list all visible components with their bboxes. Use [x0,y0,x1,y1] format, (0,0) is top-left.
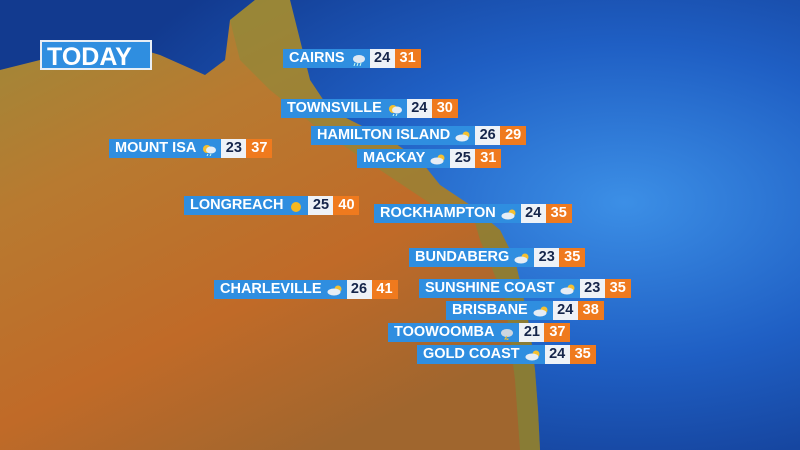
city-label: MACKAY [357,149,451,168]
city-name: SUNSHINE COAST [425,280,555,296]
partly-cloudy-icon [560,283,576,295]
max-temp: 37 [544,323,571,342]
partly-cloudy-icon [327,284,343,296]
city-name: LONGREACH [190,197,284,213]
today-title: TODAY [40,40,152,71]
min-temp: 26 [475,126,501,145]
city-forecast-brisbane: BRISBANE 24 38 [446,301,604,320]
max-temp: 35 [559,248,586,267]
city-name: MOUNT ISA [115,140,197,156]
city-name: CAIRNS [289,50,345,66]
city-name: MACKAY [363,150,426,166]
city-label: CHARLEVILLE [214,280,347,299]
min-temp: 21 [519,323,545,342]
city-forecast-longreach: LONGREACH 25 40 [184,196,360,215]
max-temp: 35 [604,279,631,298]
partly-cloudy-icon [455,130,471,142]
city-forecast-gold-coast: GOLD COAST 24 35 [417,345,596,364]
min-temp: 23 [579,279,605,298]
min-temp: 24 [406,99,432,118]
max-temp: 31 [394,49,421,68]
sun-showers-icon [201,143,217,156]
min-temp: 24 [369,49,395,68]
partly-cloudy-icon [430,153,446,165]
max-temp: 37 [246,139,273,158]
city-name: TOOWOOMBA [394,324,495,340]
max-temp: 41 [371,280,398,299]
min-temp: 26 [346,280,372,299]
min-temp: 23 [534,248,560,267]
city-name: GOLD COAST [423,346,520,362]
city-label: TOWNSVILLE [281,99,407,118]
max-temp: 35 [569,345,596,364]
city-name: ROCKHAMPTON [380,205,496,221]
max-temp: 29 [500,126,527,145]
city-forecast-cairns: CAIRNS 24 31 [283,49,421,68]
city-label: TOOWOOMBA [388,323,520,342]
city-forecast-toowoomba: TOOWOOMBA 21 37 [388,323,571,342]
city-name: BUNDABERG [415,249,510,265]
max-temp: 31 [475,149,502,168]
partly-cloudy-icon [533,305,549,317]
storm-icon [499,327,515,341]
city-label: HAMILTON ISLAND [311,126,476,145]
city-forecast-mackay: MACKAY 25 31 [357,149,502,168]
city-forecast-bundaberg: BUNDABERG 23 35 [409,248,586,267]
min-temp: 25 [308,196,334,215]
city-forecast-hamilton-island: HAMILTON ISLAND 26 29 [311,126,527,145]
city-label: SUNSHINE COAST [419,279,580,298]
city-label: BUNDABERG [409,248,535,267]
min-temp: 23 [221,139,247,158]
city-forecast-mount-isa: MOUNT ISA 23 37 [109,139,273,158]
city-label: LONGREACH [184,196,309,215]
city-label: MOUNT ISA [109,139,222,158]
city-name: TOWNSVILLE [287,100,382,116]
showers-icon [350,53,366,66]
max-temp: 30 [431,99,458,118]
sunny-icon [288,200,304,212]
city-label: GOLD COAST [417,345,545,364]
city-name: CHARLEVILLE [220,281,322,297]
city-label: BRISBANE [446,301,553,320]
max-temp: 40 [333,196,360,215]
city-forecast-rockhampton: ROCKHAMPTON 24 35 [374,204,572,223]
city-forecast-charleville: CHARLEVILLE 26 41 [214,280,398,299]
city-name: HAMILTON ISLAND [317,127,451,143]
min-temp: 24 [520,204,546,223]
city-label: ROCKHAMPTON [374,204,521,223]
sun-showers-icon [387,103,403,116]
min-temp: 25 [450,149,476,168]
city-forecast-sunshine-coast: SUNSHINE COAST 23 35 [419,279,631,298]
min-temp: 24 [544,345,570,364]
partly-cloudy-icon [501,208,517,220]
city-name: BRISBANE [452,302,528,318]
max-temp: 35 [545,204,572,223]
city-label: CAIRNS [283,49,370,68]
partly-cloudy-icon [514,252,530,264]
min-temp: 24 [552,301,578,320]
partly-cloudy-icon [525,349,541,361]
city-forecast-townsville: TOWNSVILLE 24 30 [281,99,458,118]
max-temp: 38 [577,301,604,320]
